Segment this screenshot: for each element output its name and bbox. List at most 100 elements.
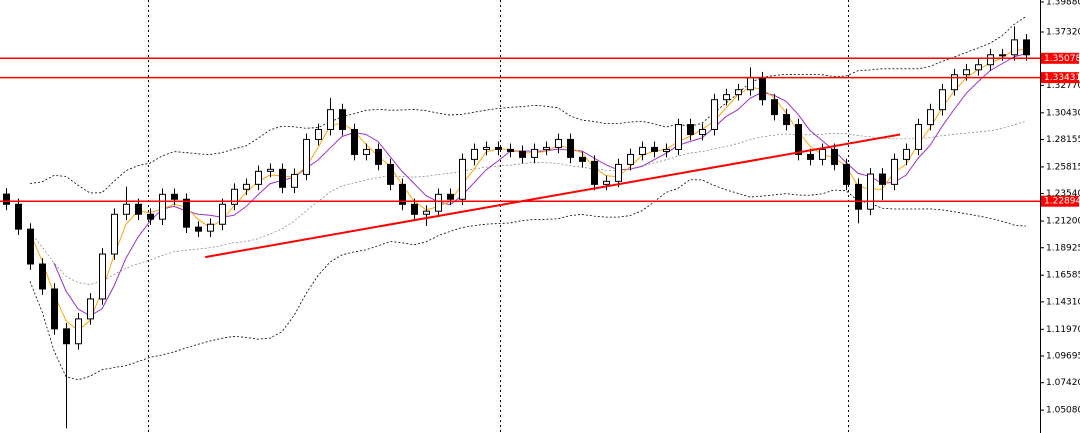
y-tick-label: 1.39880 [1046,0,1080,7]
candle-body [747,77,754,91]
candle-body [495,146,502,150]
price-level-tag [1041,52,1079,64]
candle-body [843,163,850,185]
candle-body [483,146,490,150]
candle-body [771,99,778,116]
y-tick-label: 1.21200 [1046,217,1080,227]
candle-body [411,203,418,215]
y-tick-label: 1.14310 [1046,297,1080,307]
candle-body [591,160,598,185]
candle-body [603,180,610,185]
candle-body [699,128,706,136]
price-level-label: 1.33431 [1044,73,1080,83]
bollinger-upper [29,16,1027,194]
price-level-label: 1.35078 [1044,54,1080,64]
candle-body [711,99,718,130]
y-tick-label: 1.23540 [1046,189,1080,199]
candle-body [243,183,250,190]
candle-body [459,158,466,200]
candle-body [651,146,658,152]
candle-body [183,198,190,228]
candle-body [399,183,406,205]
candle-body [375,148,382,165]
candle-body [915,124,922,150]
candle-body [159,193,166,220]
candle-body [795,124,802,155]
candle-body [447,193,454,200]
candle-body [567,138,574,158]
candle-body [903,148,910,160]
candle-body [735,89,742,96]
candle-body [927,109,934,126]
candle-body [555,138,562,148]
candle-body [87,298,94,320]
candle-body [819,148,826,160]
candle-body [723,94,730,101]
candle-body [471,148,478,160]
price-level-tag [1041,72,1079,84]
candle-body [507,148,514,152]
candle-body [627,153,634,165]
candle-body [1011,39,1018,56]
candle-body [231,188,238,205]
candle-body [531,148,538,158]
candle-body [63,328,70,345]
candle-body [303,138,310,175]
candle-body [675,124,682,150]
candle-body [387,163,394,185]
candle-body [639,146,646,155]
candle-body [855,183,862,210]
candle-body [39,263,46,290]
candle-body [147,213,154,220]
candle-body [423,210,430,215]
candle-body [279,168,286,188]
candle-body [783,114,790,126]
candle-body [51,288,58,330]
candle-body [99,253,106,300]
candle-body [135,203,142,215]
y-tick-label: 1.25815 [1046,162,1080,172]
candle-body [195,226,202,232]
y-tick-label: 1.37320 [1046,28,1080,38]
y-tick-label: 1.28155 [1046,135,1080,145]
candle-body [75,318,82,345]
candle-body [759,77,766,101]
candle-body [939,89,946,111]
candle-body [291,173,298,188]
candle-body [831,148,838,165]
moving-average-slow [53,53,1027,317]
trendline [205,133,901,259]
candle-body [879,173,886,185]
y-tick-label: 1.07420 [1046,378,1080,388]
y-tick-label: 1.30430 [1046,108,1080,118]
candle-body [1023,39,1030,56]
candle-body [351,128,358,155]
price-level-tag [1041,195,1079,207]
candle-body [579,156,586,162]
candle-body [975,64,982,71]
candle-body [363,148,370,155]
candle-body [207,223,214,232]
y-tick-label: 1.11970 [1046,325,1080,335]
candle-body [3,193,10,205]
y-tick-label: 1.05080 [1046,406,1080,416]
candle-body [687,124,694,136]
candle-body [519,150,526,158]
candle-body [807,153,814,160]
y-tick-label: 1.09695 [1046,352,1080,362]
candle-body [663,148,670,152]
candle-body [171,193,178,200]
price-level-label: 1.22894 [1044,197,1080,207]
candle-body [987,54,994,66]
candle-body [27,228,34,265]
candle-body [123,203,130,215]
candle-body [999,54,1006,57]
candle-body [543,146,550,150]
candle-body [951,74,958,91]
candle-body [615,163,622,182]
candle-body [891,158,898,185]
candle-body [867,173,874,210]
candle-body [435,193,442,212]
